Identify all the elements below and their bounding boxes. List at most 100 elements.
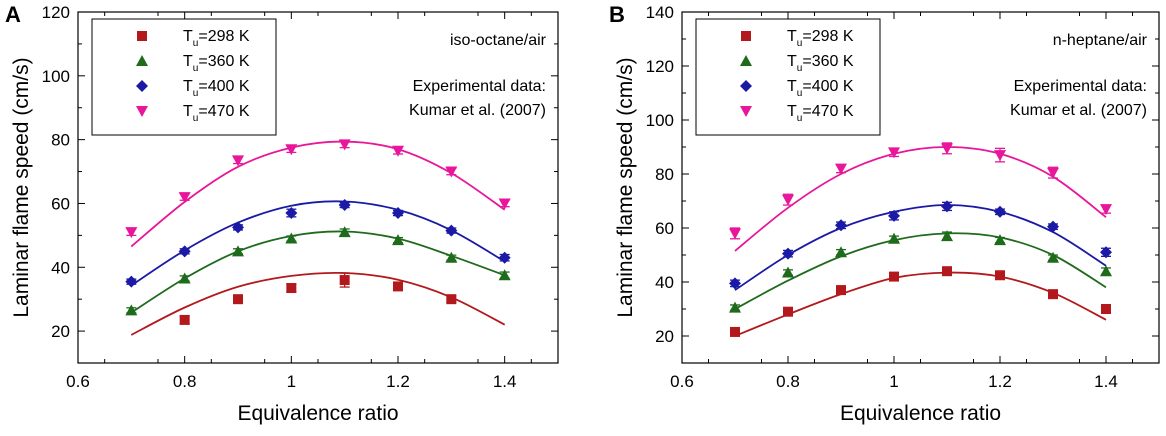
mixture-label: n-heptane/air [1053,32,1148,49]
data-point [285,232,298,244]
data-point [285,144,298,156]
legend-label-main: T [787,53,797,70]
legend-label-main: T [183,78,193,95]
legend-label-sub: u [193,88,199,99]
legend-marker-tu-400-k [740,80,752,92]
data-point [994,205,1006,218]
data-point [338,226,351,238]
data-point [1047,251,1059,263]
data-point [498,198,511,210]
data-point [782,194,794,206]
legend-label-tu-400-k: Tu=400 K [183,78,250,99]
data-point [125,304,138,316]
data-point [941,143,953,155]
x-axis-title: Equivalence ratio [840,402,1001,425]
panel-label: B [609,2,625,27]
y-tick-label: 100 [646,111,674,130]
data-point [125,275,138,288]
data-point [232,155,244,167]
data-point [285,207,298,220]
data-point [498,251,511,264]
data-point [338,199,351,212]
legend-marker-tu-470-k [136,106,148,117]
y-tick-label: 60 [655,219,674,238]
legend-label-tu-400-k: Tu=400 K [787,78,854,99]
legend-label-tu-360-k: Tu=360 K [787,53,854,74]
legend-label-sub: u [797,38,803,49]
legend-label-rest: =360 K [198,53,249,70]
data-point [1048,289,1058,300]
y-tick-label: 80 [51,131,70,150]
y-tick-label: 140 [646,3,674,22]
data-point [233,294,243,305]
legend-label-sub: u [193,113,199,124]
data-point [1047,220,1059,233]
data-point [338,139,351,151]
y-axis-title: Laminar flame speed (cm/s) [614,57,637,317]
data-point [1101,304,1111,314]
data-point [1100,246,1112,259]
data-point [1100,204,1112,216]
x-tick-label: 1.4 [493,372,517,391]
data-point [286,283,297,294]
data-point [729,277,741,290]
mixture-label: iso-octane/air [450,32,547,49]
data-point [994,234,1006,246]
legend-label-main: T [183,103,193,120]
data-point [888,209,900,222]
data-point [995,270,1005,281]
legend-label-main: T [183,53,193,70]
series-tu-400-k [729,200,1112,291]
x-tick-label: 0.6 [66,372,90,391]
data-point [445,224,458,237]
x-tick-label: 0.8 [776,372,800,391]
legend-label-rest: =400 K [802,78,853,95]
experimental-data-annotation: Experimental data: [413,78,546,95]
data-point [729,301,741,313]
data-point [125,227,138,239]
series-tu-298-k [130,271,506,336]
legend: Tu=298 KTu=360 KTu=400 KTu=470 K [91,18,277,136]
x-tick-label: 1.4 [1094,372,1118,391]
panel-a: A 0.6 0.8 1 1.2 1.4 20 40 60 80 100 120 Equivalence … [5,2,559,425]
data-point [782,247,794,260]
y-tick-label: 120 [646,57,674,76]
y-tick-label: 60 [51,194,70,213]
data-point [392,234,404,246]
legend-marker-tu-470-k [740,106,752,117]
legend-label-rest: =298 K [198,28,249,45]
data-point [445,166,458,178]
series-tu-470-k [729,142,1112,252]
data-point [178,192,191,204]
series-tu-470-k [125,139,511,248]
legend-label-tu-298-k: Tu=298 K [787,28,854,49]
series-tu-298-k [730,266,1111,337]
data-point [232,221,244,234]
legend-label-rest: =470 K [198,103,249,120]
data-point [941,230,953,242]
legend-label-sub: u [797,63,803,74]
data-point [835,246,847,258]
data-point [445,251,458,263]
y-tick-label: 20 [51,322,70,341]
legend-label-tu-470-k: Tu=470 K [183,103,250,124]
legend-marker-tu-298-k [741,31,751,41]
x-tick-label: 1.2 [988,372,1012,391]
legend-label-tu-470-k: Tu=470 K [787,103,854,124]
panel-label: A [5,2,21,27]
legend-marker-tu-400-k [136,80,148,92]
data-point [446,294,457,305]
data-point [729,228,741,240]
data-point [178,272,191,284]
data-point [888,232,900,244]
data-point [835,163,847,175]
y-tick-label: 40 [655,273,674,292]
data-point [178,245,191,258]
legend-label-tu-360-k: Tu=360 K [183,53,250,74]
data-point [730,326,740,337]
x-tick-label: 1 [287,372,296,391]
y-tick-label: 120 [42,3,70,22]
legend-label-sub: u [797,88,803,99]
experimental-data-annotation: Kumar et al. (2007) [1010,102,1147,119]
legend-label-rest: =298 K [802,28,853,45]
